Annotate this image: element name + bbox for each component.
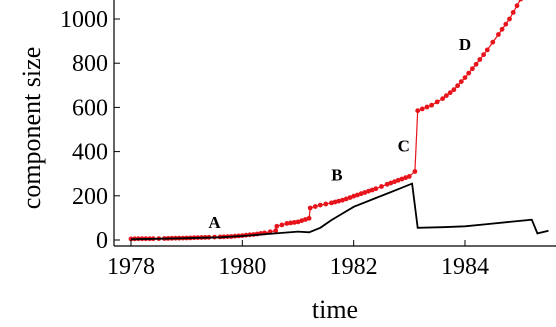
y-axis-title: component size — [17, 47, 46, 209]
red-series-point — [518, 0, 523, 2]
red-series-point — [373, 186, 379, 192]
red-series-point — [284, 221, 290, 226]
red-series-point — [484, 47, 490, 53]
red-series-point — [332, 199, 338, 205]
red-series-point — [503, 21, 509, 27]
y-tick-label: 1000 — [60, 7, 108, 33]
red-series-point — [336, 198, 342, 204]
y-tick-label: 800 — [72, 51, 108, 77]
x-tick-label: 1980 — [218, 254, 266, 280]
red-series-point — [477, 57, 483, 62]
red-series-point — [481, 52, 486, 58]
red-series-point — [379, 184, 384, 189]
red-series-point — [299, 218, 305, 224]
red-series-point — [403, 175, 408, 181]
red-series-point — [424, 104, 430, 110]
red-series-point — [312, 204, 318, 209]
red-series-point — [340, 197, 345, 203]
red-series-point — [451, 87, 457, 93]
red-series-point — [279, 222, 285, 228]
red-series-point — [510, 10, 516, 15]
red-series-point — [395, 177, 401, 183]
red-series-point — [295, 219, 301, 225]
red-series-point — [455, 83, 460, 89]
red-series-point — [399, 176, 405, 182]
y-tick-label: 600 — [72, 95, 108, 121]
red-series-point — [490, 39, 496, 45]
red-series-point — [384, 181, 390, 187]
red-series-point — [447, 90, 453, 96]
annotation-label: C — [398, 137, 410, 156]
annotation-label: B — [331, 165, 342, 184]
red-series-point — [366, 188, 371, 194]
y-tick-label: 400 — [72, 140, 108, 166]
red-series-point — [274, 223, 280, 229]
red-series-point — [440, 96, 446, 101]
series-layer — [128, 0, 549, 242]
red-series-point — [412, 169, 418, 174]
y-tick-label: 0 — [96, 228, 108, 254]
red-series-point — [473, 61, 479, 67]
red-series-point — [419, 106, 425, 112]
x-tick-label: 1982 — [330, 254, 378, 280]
x-tick-label: 1984 — [441, 254, 489, 280]
red-series-point — [496, 32, 501, 37]
red-series-point — [470, 66, 475, 72]
red-series-point — [462, 75, 468, 80]
red-series-point — [507, 16, 512, 22]
red-series-point — [415, 108, 421, 114]
red-series-point — [434, 99, 440, 105]
ticks-layer: 1978 1980 1982 1984 0 200 400 600 800 1000 — [60, 7, 489, 280]
annotation-label: A — [208, 213, 221, 232]
red-series-point — [406, 174, 412, 179]
red-series-point — [458, 79, 464, 84]
red-series-point — [499, 26, 505, 32]
red-series-point — [273, 228, 279, 234]
red-series-point — [444, 93, 449, 98]
red-series-point — [392, 179, 397, 185]
x-tick-label: 1978 — [107, 254, 155, 280]
red-series-point — [317, 202, 323, 208]
annotation-label: D — [459, 35, 471, 54]
red-series-point — [355, 192, 360, 198]
annotations-layer: A B C D — [208, 35, 471, 232]
red-series-point — [351, 193, 357, 199]
black-series-line — [130, 182, 549, 241]
red-series-point — [358, 191, 364, 197]
red-series-point — [306, 215, 312, 221]
red-series-point — [514, 3, 520, 9]
red-series-point — [347, 195, 353, 201]
red-series-point — [388, 180, 394, 186]
y-tick-label: 200 — [72, 184, 108, 210]
red-series-point — [303, 217, 308, 222]
red-series-point — [329, 200, 334, 206]
red-series-point — [323, 201, 329, 207]
red-series-point — [362, 190, 368, 195]
x-axis-title: time — [312, 295, 358, 324]
red-series-point — [288, 220, 293, 226]
red-series-point — [291, 220, 297, 225]
red-series-point — [307, 205, 313, 211]
red-series-point — [429, 102, 434, 108]
red-series-point — [343, 196, 349, 202]
red-series-point — [466, 70, 472, 76]
red-series-point — [369, 187, 375, 193]
